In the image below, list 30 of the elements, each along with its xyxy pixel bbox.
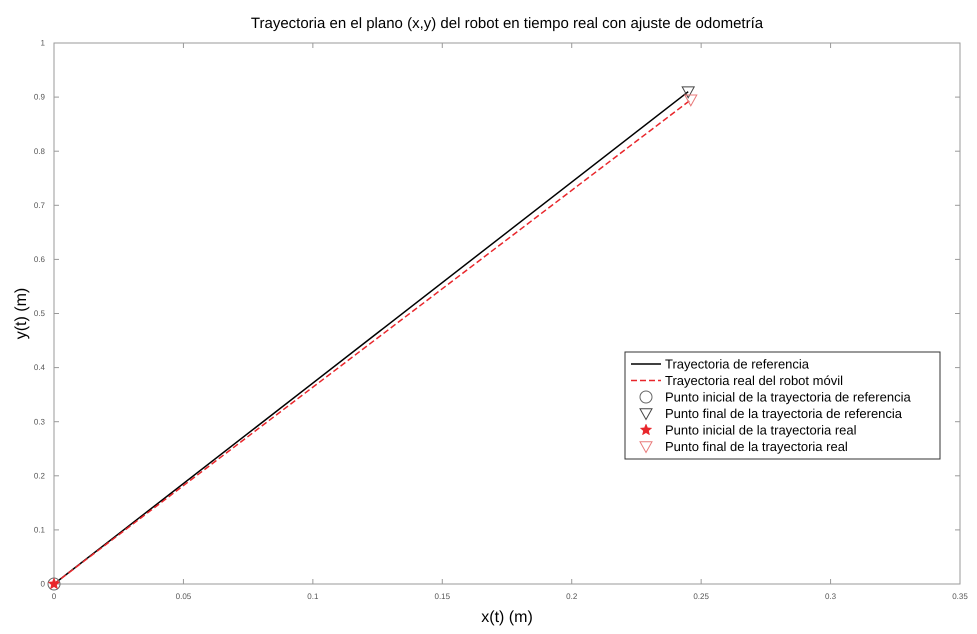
x-tick-label: 0.1	[307, 592, 319, 601]
y-tick-label: 0.5	[34, 309, 46, 318]
y-tick-label: 0.4	[34, 363, 46, 372]
legend-label: Punto final de la trayectoria real	[665, 439, 848, 454]
x-tick-label: 0.3	[825, 592, 837, 601]
y-tick-label: 0	[40, 580, 46, 589]
point	[684, 94, 698, 106]
legend-label: Punto inicial de la trayectoria real	[665, 422, 857, 438]
x-tick-label: 0.25	[693, 592, 710, 601]
y-tick-label: 0.8	[34, 146, 46, 156]
legend-label: Punto final de la trayectoria de referencia	[665, 406, 903, 422]
y-tick-label: 1	[40, 38, 46, 48]
chart-title: Trayectoria en el plano (x,y) del robot en tiempo real con ajuste de odometría	[250, 15, 764, 32]
x-tick-label: 0	[52, 592, 57, 601]
x-axis-title: x(t) (m)	[481, 609, 533, 626]
legend-label: Punto inicial de la trayectoria de referencia	[665, 390, 912, 405]
y-tick-label: 0.3	[34, 417, 46, 426]
y-tick-label: 0.2	[34, 471, 46, 480]
y-tick-label: 0.7	[34, 200, 46, 210]
x-tick-label: 0.05	[176, 592, 192, 601]
legend-label: Trayectoria de referencia	[665, 356, 810, 372]
y-tick-label: 0.1	[34, 525, 46, 534]
point	[682, 86, 695, 98]
x-tick-label: 0.2	[566, 592, 578, 601]
y-tick-label: 0.6	[34, 254, 46, 264]
y-tick-label: 0.9	[34, 92, 46, 102]
y-axis-title: y(t) (m)	[13, 288, 30, 340]
legend-label: Trayectoria real del robot móvil	[665, 373, 844, 388]
x-tick-label: 0.35	[952, 592, 968, 601]
x-tick-label: 0.15	[434, 592, 451, 601]
